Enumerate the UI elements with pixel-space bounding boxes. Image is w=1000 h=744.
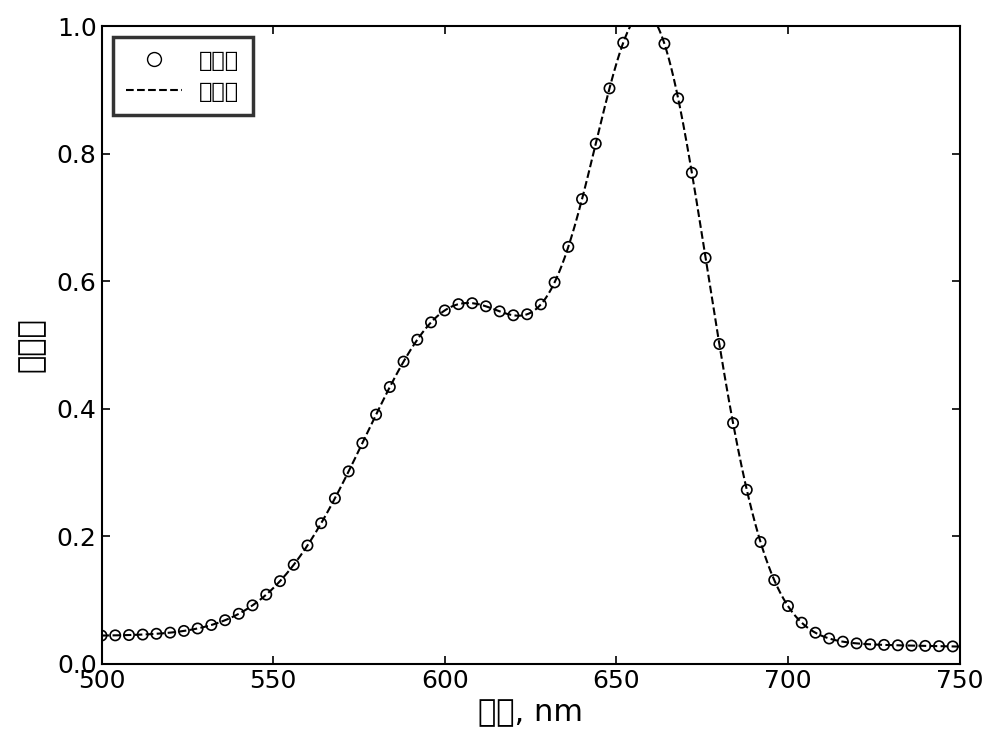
Point: [423, 316, 439, 328]
Point: [931, 640, 947, 652]
Point: [299, 539, 315, 551]
Point: [945, 641, 961, 652]
Point: [409, 334, 425, 346]
Point: [780, 600, 796, 612]
Point: [148, 628, 164, 640]
Point: [245, 600, 261, 612]
Point: [904, 640, 920, 652]
Point: [217, 615, 233, 626]
Point: [368, 408, 384, 420]
Point: [478, 301, 494, 312]
Point: [711, 338, 727, 350]
Point: [574, 193, 590, 205]
Point: [670, 92, 686, 104]
Point: [547, 277, 563, 289]
Point: [162, 626, 178, 638]
Point: [107, 629, 123, 641]
Point: [958, 641, 974, 652]
Point: [396, 356, 412, 368]
Point: [231, 608, 247, 620]
Point: [203, 619, 219, 631]
Point: [656, 38, 672, 50]
Point: [835, 635, 851, 647]
Point: [176, 625, 192, 637]
Point: [313, 517, 329, 529]
Point: [917, 640, 933, 652]
Point: [821, 632, 837, 644]
Point: [450, 298, 466, 310]
Point: [272, 575, 288, 587]
Point: [492, 306, 508, 318]
Point: [601, 83, 617, 94]
X-axis label: 波长, nm: 波长, nm: [478, 699, 583, 728]
Point: [698, 252, 714, 264]
Point: [341, 466, 357, 478]
Point: [437, 304, 453, 316]
Point: [794, 617, 810, 629]
Point: [519, 308, 535, 320]
Point: [588, 138, 604, 150]
Point: [807, 626, 823, 638]
Point: [190, 623, 206, 635]
Point: [327, 493, 343, 504]
Point: [505, 310, 521, 321]
Point: [643, 10, 659, 22]
Point: [382, 381, 398, 393]
Point: [684, 167, 700, 179]
Point: [354, 437, 370, 449]
Point: [121, 629, 137, 641]
Point: [615, 36, 631, 48]
Point: [94, 629, 110, 641]
Point: [560, 241, 576, 253]
Point: [533, 298, 549, 310]
Point: [135, 629, 151, 641]
Point: [890, 639, 906, 651]
Point: [766, 574, 782, 586]
Point: [286, 559, 302, 571]
Point: [739, 484, 755, 496]
Legend: 实测値, 预测値: 实测値, 预测値: [113, 37, 253, 115]
Point: [464, 298, 480, 310]
Point: [849, 638, 865, 650]
Y-axis label: 吸光度: 吸光度: [17, 318, 46, 373]
Point: [862, 638, 878, 650]
Point: [725, 417, 741, 429]
Point: [258, 589, 274, 600]
Point: [753, 536, 769, 548]
Point: [629, 10, 645, 22]
Point: [876, 639, 892, 651]
